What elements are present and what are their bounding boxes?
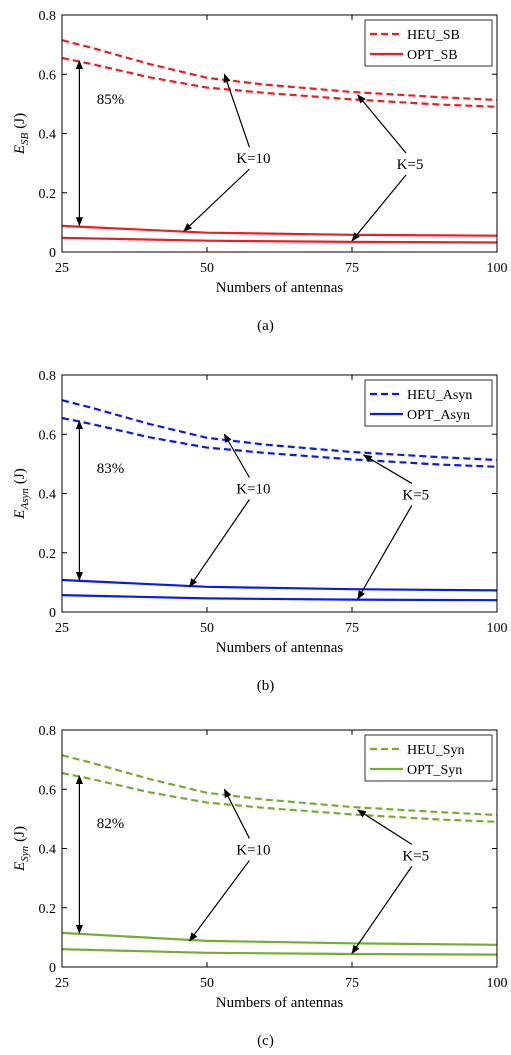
legend-label: OPT_SB xyxy=(407,48,458,63)
k10-annotation-label: K=10 xyxy=(236,151,270,167)
series-line-opt-syn-k10 xyxy=(61,931,498,946)
y-axis-label-subscript: Syn xyxy=(19,845,31,861)
k10-arrow xyxy=(189,860,250,942)
y-tick-label: 0.2 xyxy=(39,902,57,917)
y-axis-label: ESB (J) xyxy=(12,113,31,155)
x-tick-label: 25 xyxy=(55,621,69,636)
series-line-opt-syn-k5 xyxy=(61,948,498,956)
legend-label: HEU_SB xyxy=(407,28,460,43)
y-axis-label-unit: (J) xyxy=(12,468,28,484)
k10-arrow xyxy=(189,499,250,588)
x-tick-label: 100 xyxy=(487,261,508,276)
k5-arrow xyxy=(351,174,407,242)
series-line-heu-syn-k10 xyxy=(61,754,498,817)
gap-percent-label: 85% xyxy=(97,92,125,108)
y-tick-label: 0.8 xyxy=(39,369,57,384)
x-axis-label: Numbers of antennas xyxy=(216,640,344,656)
legend-box xyxy=(364,379,493,427)
y-axis-label: ESyn (J) xyxy=(12,826,31,872)
k10-annotation-label: K=10 xyxy=(236,842,270,858)
y-axis-label: EAsyn (J) xyxy=(12,468,31,519)
y-axis-label-symbol: E xyxy=(12,145,28,155)
gap-percent-label: 83% xyxy=(97,461,125,477)
panel-caption: (a) xyxy=(257,318,274,334)
legend-label: OPT_Syn xyxy=(407,763,462,778)
y-tick-label: 0.8 xyxy=(39,724,57,739)
k10-arrow xyxy=(183,168,250,232)
k5-annotation-label: K=5 xyxy=(402,848,429,864)
x-tick-label: 75 xyxy=(345,261,359,276)
y-tick-label: 0 xyxy=(49,961,56,976)
x-tick-label: 25 xyxy=(55,261,69,276)
x-tick-label: 75 xyxy=(345,976,359,991)
series-line-opt-sb-k5 xyxy=(61,236,498,244)
chart-panel-b: 25 50 75 100 0 0.2 0.4 0.6 0.8 Numbers of antenna… xyxy=(12,369,508,694)
x-tick-label: 50 xyxy=(200,621,214,636)
x-tick-label: 75 xyxy=(345,621,359,636)
y-tick-label: 0.8 xyxy=(39,9,57,24)
y-tick-label: 0.4 xyxy=(39,128,57,143)
k5-arrow xyxy=(362,454,413,484)
k5-arrow xyxy=(357,94,407,154)
k5-arrow xyxy=(351,866,413,955)
x-tick-label: 50 xyxy=(200,976,214,991)
gap-percent-label: 82% xyxy=(97,816,125,832)
panel-caption: (b) xyxy=(257,678,275,694)
legend-label: HEU_Syn xyxy=(407,743,465,758)
x-axis-label: Numbers of antennas xyxy=(216,995,344,1011)
chart-panel-c: 25 50 75 100 0 0.2 0.4 0.6 0.8 Numbers of antenna… xyxy=(12,724,508,1049)
series-line-opt-sb-k10 xyxy=(61,224,498,237)
legend-label: OPT_Asyn xyxy=(407,408,470,423)
y-axis-label-unit: (J) xyxy=(12,826,28,842)
y-tick-label: 0.4 xyxy=(39,488,57,503)
k5-annotation-label: K=5 xyxy=(402,487,429,503)
x-tick-label: 50 xyxy=(200,261,214,276)
k5-annotation-label: K=5 xyxy=(397,157,424,173)
k10-arrow xyxy=(223,788,250,839)
k10-arrow xyxy=(223,433,250,478)
series-line-opt-asyn-k5 xyxy=(61,594,498,602)
y-tick-label: 0.6 xyxy=(39,428,57,443)
y-tick-label: 0.2 xyxy=(39,547,57,562)
chart-panel-a: 25 50 75 100 0 0.2 0.4 0.6 0.8 Numbers of antenna… xyxy=(12,9,508,334)
y-tick-label: 0.4 xyxy=(39,843,57,858)
series-line-heu-sb-k5 xyxy=(61,56,498,108)
x-tick-label: 100 xyxy=(487,976,508,991)
y-tick-label: 0.2 xyxy=(39,187,57,202)
legend-box xyxy=(364,19,493,67)
x-tick-label: 100 xyxy=(487,621,508,636)
legend-box xyxy=(364,734,493,782)
k5-arrow xyxy=(357,505,413,600)
x-tick-label: 25 xyxy=(55,976,69,991)
y-axis-label-subscript: SB xyxy=(19,132,31,145)
y-tick-label: 0 xyxy=(49,246,56,261)
series-line-heu-syn-k5 xyxy=(61,771,498,823)
k5-arrow xyxy=(357,809,413,845)
y-axis-label-symbol: E xyxy=(12,510,28,520)
y-axis-label-unit: (J) xyxy=(12,113,28,129)
legend-label: HEU_Asyn xyxy=(407,388,472,403)
series-line-opt-asyn-k10 xyxy=(61,578,498,592)
k10-annotation-label: K=10 xyxy=(236,482,270,498)
y-tick-label: 0 xyxy=(49,606,56,621)
y-axis-label-symbol: E xyxy=(12,862,28,872)
series-line-heu-asyn-k5 xyxy=(61,416,498,468)
k10-arrow xyxy=(223,73,250,148)
series-line-heu-asyn-k10 xyxy=(61,399,498,462)
y-tick-label: 0.6 xyxy=(39,68,57,83)
series-line-heu-sb-k10 xyxy=(61,39,498,102)
y-tick-label: 0.6 xyxy=(39,783,57,798)
panel-caption: (c) xyxy=(257,1033,274,1049)
y-axis-label-subscript: Asyn xyxy=(19,488,31,511)
x-axis-label: Numbers of antennas xyxy=(216,280,344,296)
